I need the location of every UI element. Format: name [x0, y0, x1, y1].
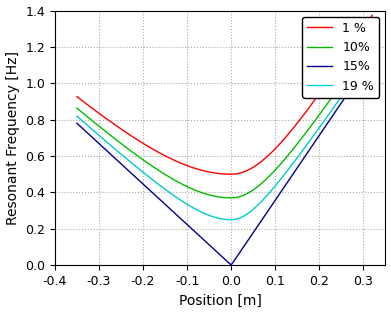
- 1 %: [75, 95, 79, 99]
- 1 %: [317, 91, 322, 95]
- 15%: [370, 55, 375, 59]
- 15%: [75, 121, 79, 125]
- 10%: [187, 186, 192, 190]
- 10%: [252, 187, 256, 191]
- 19 %: [370, 51, 375, 54]
- Line: 15%: 15%: [77, 57, 372, 264]
- 19 %: [187, 204, 192, 208]
- 15%: [252, 229, 256, 233]
- Legend: 1 %, 10%, 15%, 19 %: 1 %, 10%, 15%, 19 %: [303, 17, 379, 98]
- 10%: [295, 142, 300, 146]
- Line: 19 %: 19 %: [77, 53, 372, 220]
- 15%: [187, 225, 192, 229]
- 1 %: [229, 172, 233, 176]
- 1 %: [128, 134, 133, 137]
- 19 %: [75, 114, 79, 118]
- Line: 10%: 10%: [77, 39, 372, 198]
- 10%: [317, 112, 322, 116]
- 10%: [267, 175, 271, 178]
- 10%: [229, 196, 233, 200]
- 1 %: [187, 165, 192, 168]
- 19 %: [229, 218, 233, 222]
- 15%: [267, 208, 271, 211]
- 19 %: [317, 125, 322, 129]
- 10%: [370, 38, 375, 41]
- 1 %: [267, 153, 271, 157]
- 19 %: [267, 191, 271, 195]
- 15%: [317, 133, 322, 136]
- 19 %: [128, 160, 133, 164]
- 15%: [295, 166, 300, 170]
- Line: 1 %: 1 %: [77, 15, 372, 174]
- Y-axis label: Resonant Frequency [Hz]: Resonant Frequency [Hz]: [5, 51, 20, 225]
- 1 %: [252, 165, 256, 169]
- 15%: [128, 171, 133, 174]
- 19 %: [252, 207, 256, 210]
- 15%: [229, 263, 233, 266]
- X-axis label: Position [m]: Position [m]: [179, 294, 262, 307]
- 10%: [75, 106, 79, 110]
- 1 %: [295, 121, 300, 125]
- 10%: [128, 149, 133, 152]
- 19 %: [295, 156, 300, 160]
- 1 %: [370, 13, 375, 17]
